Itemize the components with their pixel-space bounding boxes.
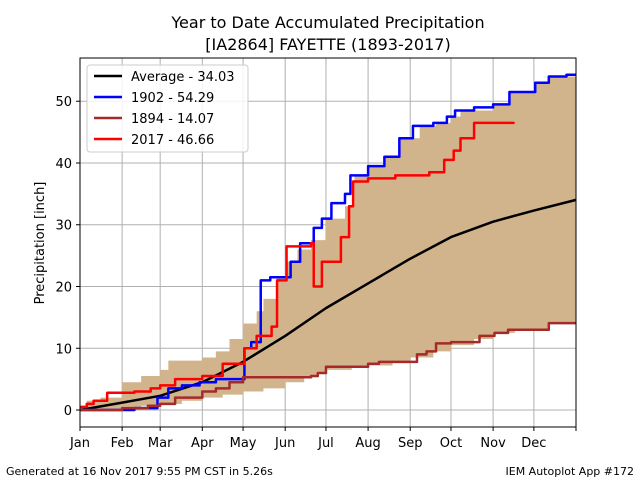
plot-frame [79, 57, 577, 428]
y-tick-label: 50 [55, 95, 72, 110]
x-tick-label: Feb [111, 436, 134, 451]
x-tick-label: Mar [148, 436, 173, 451]
legend-label: 1902 - 54.29 [131, 91, 214, 106]
x-tick-label: Jan [69, 436, 90, 451]
y-tick-label: 40 [55, 157, 72, 172]
y-tick-label: 30 [55, 219, 72, 234]
footer-generated: Generated at 16 Nov 2017 9:55 PM CST in … [6, 465, 273, 478]
series-line-1894 [80, 321, 576, 412]
x-tick-label: May [230, 436, 257, 451]
x-tick-label: Dec [521, 436, 546, 451]
legend-box [86, 64, 249, 153]
x-tick-label: Apr [191, 436, 214, 451]
chart-subtitle: [IA2864] FAYETTE (1893-2017) [205, 35, 450, 54]
legend-label: 1894 - 14.07 [131, 112, 214, 127]
legend-label: 2017 - 46.66 [131, 133, 214, 148]
y-tick-label: 0 [64, 404, 72, 419]
footer-app: IEM Autoplot App #172 [505, 465, 635, 478]
x-tick-label: Aug [355, 436, 380, 451]
chart-title: Year to Date Accumulated Precipitation [170, 13, 484, 32]
y-axis-label: Precipitation [inch] [33, 182, 48, 305]
range-band [80, 74, 576, 411]
legend-label: Average - 34.03 [131, 70, 235, 85]
y-tick-label: 10 [55, 342, 72, 357]
series-line-average [79, 198, 577, 412]
x-tick-label: Nov [480, 436, 506, 451]
series-line-2017 [80, 121, 515, 409]
x-tick-label: Oct [440, 436, 462, 451]
x-tick-label: Jun [274, 436, 295, 451]
x-tick-label: Sep [398, 436, 423, 451]
x-tick-label: Jul [317, 436, 334, 451]
y-tick-label: 20 [55, 281, 72, 296]
series-line-1902 [80, 73, 576, 412]
